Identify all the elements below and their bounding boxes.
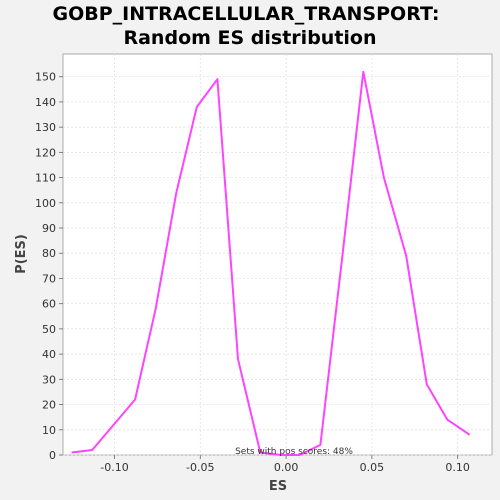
y-tick-label: 10 — [42, 424, 56, 437]
annotation-pos-scores: Sets with pos scores: 48% — [235, 447, 353, 457]
y-tick-label: 70 — [42, 272, 56, 285]
x-tick-label: 0.05 — [360, 461, 385, 474]
chart-title-line2: Random ES distribution — [123, 27, 376, 49]
y-tick-label: 40 — [42, 348, 56, 361]
plot-area — [62, 53, 493, 456]
series-layer — [71, 70, 471, 456]
y-tick-label: 140 — [35, 96, 56, 109]
axes: 0 10 20 30 40 50 60 70 80 90 100 110 120 130 140 150 -0.… — [35, 71, 470, 474]
x-tick-label: 0.00 — [274, 461, 299, 474]
y-tick-label: 50 — [42, 323, 56, 336]
y-tick-label: 100 — [35, 197, 56, 210]
x-tick-label: -0.10 — [100, 461, 128, 474]
y-axis-label: P(ES) — [14, 234, 29, 274]
x-axis-label: ES — [269, 479, 287, 494]
y-tick-label: 130 — [35, 121, 56, 134]
x-tick-label: 0.10 — [445, 461, 470, 474]
y-tick-label: 90 — [42, 222, 56, 235]
y-tick-label: 120 — [35, 146, 56, 159]
y-tick-label: 0 — [49, 449, 56, 462]
x-tick-label: -0.05 — [186, 461, 214, 474]
y-tick-label: 80 — [42, 247, 56, 260]
y-tick-label: 60 — [42, 298, 56, 311]
grid — [63, 54, 492, 456]
series-line — [71, 70, 471, 456]
chart-title-line1: GOBP_INTRACELLULAR_TRANSPORT: — [52, 3, 439, 25]
y-tick-label: 30 — [42, 373, 56, 386]
y-tick-label: 20 — [42, 399, 56, 412]
y-tick-label: 150 — [35, 71, 56, 84]
y-tick-label: 110 — [35, 172, 56, 185]
